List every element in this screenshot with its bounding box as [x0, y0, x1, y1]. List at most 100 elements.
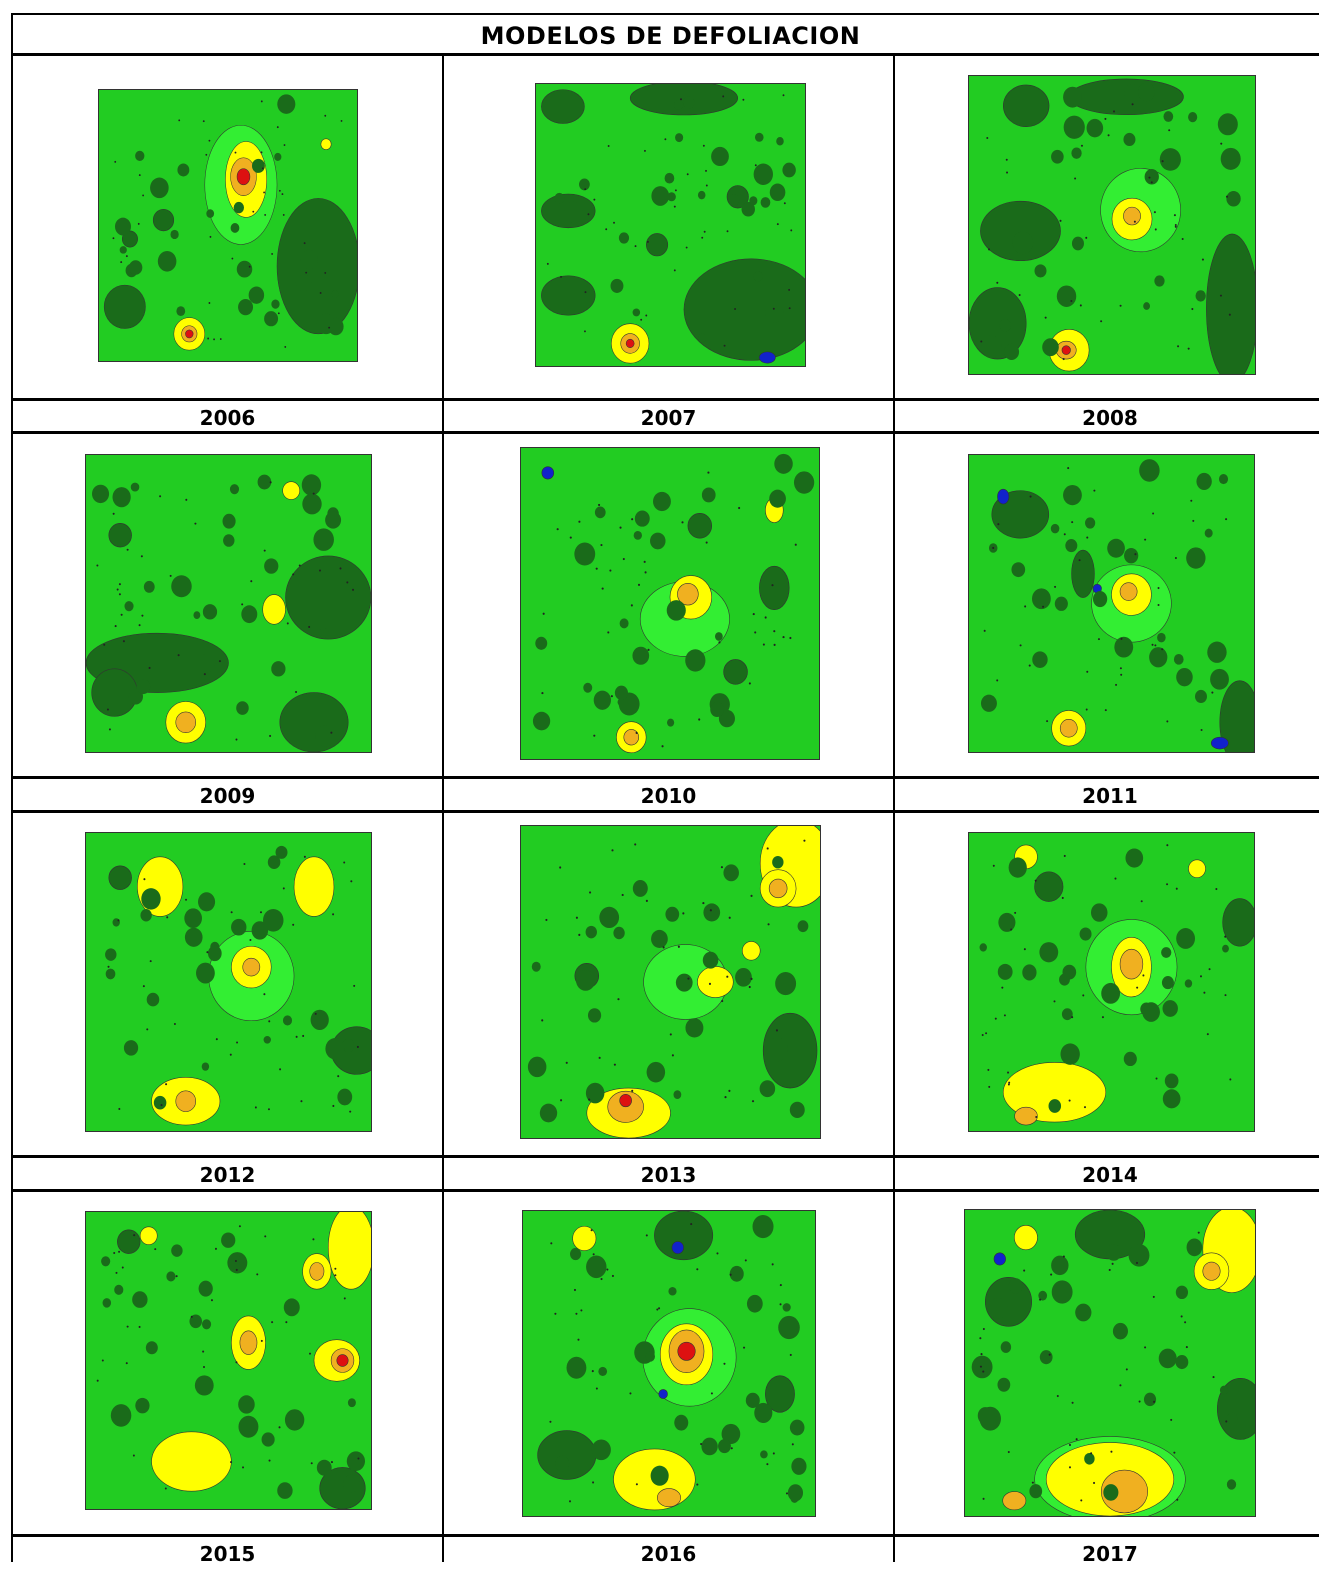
sample-dot	[120, 613, 123, 616]
tree-point	[102, 1298, 112, 1308]
tree-point	[1124, 547, 1139, 564]
sample-dot	[284, 345, 287, 348]
sample-dot	[1138, 1400, 1141, 1403]
contour-zone	[1071, 549, 1095, 598]
sample-dot	[116, 588, 119, 591]
sample-dot	[276, 126, 279, 129]
tree-point	[1176, 667, 1193, 687]
sample-dot	[1170, 1418, 1173, 1421]
sample-dot	[334, 1274, 337, 1277]
contour-zone	[646, 233, 669, 257]
tree-point	[157, 250, 177, 272]
tree-point	[267, 855, 281, 870]
tree-point	[789, 1101, 805, 1119]
contour-zone	[1210, 736, 1229, 750]
sample-dot	[230, 1461, 233, 1464]
sample-dot	[1224, 935, 1227, 938]
sample-dot	[549, 1420, 552, 1423]
tree-point	[146, 992, 160, 1007]
sample-dot	[118, 583, 121, 586]
tree-point	[198, 892, 216, 912]
sample-dot	[1154, 644, 1157, 647]
sample-dot	[346, 581, 349, 584]
sample-dot	[318, 569, 321, 572]
sample-dot	[1086, 536, 1089, 539]
tree-point	[1219, 1385, 1229, 1395]
year-label: 2010	[640, 784, 697, 808]
sample-dot	[590, 1229, 593, 1232]
sample-dot	[146, 1028, 149, 1031]
sample-dot	[981, 1034, 984, 1037]
sample-dot	[601, 587, 604, 590]
sample-dot	[1201, 258, 1204, 261]
tree-point	[772, 855, 784, 869]
sample-dot	[295, 1035, 298, 1038]
sample-dot	[120, 261, 123, 264]
contour-zone	[619, 1094, 632, 1108]
sample-dot	[1071, 1401, 1074, 1404]
sample-dot	[716, 1252, 719, 1255]
sample-dot	[308, 625, 311, 629]
contour-zone	[1119, 582, 1138, 601]
sample-dot	[658, 1307, 661, 1310]
sample-dot	[664, 138, 667, 141]
sample-dot	[696, 1483, 699, 1486]
sample-dot	[1152, 512, 1155, 515]
tree-point	[1195, 290, 1206, 302]
tree-point	[710, 702, 724, 718]
sample-dot	[281, 193, 284, 196]
tree-point	[176, 306, 186, 317]
sample-dot	[112, 237, 115, 240]
sample-dot	[595, 1387, 598, 1390]
tree-point	[141, 888, 161, 910]
tree-point	[222, 513, 236, 529]
tree-point	[1195, 689, 1207, 703]
tree-point	[262, 908, 284, 932]
sample-dot	[575, 916, 578, 919]
tree-point	[787, 1484, 804, 1502]
sample-dot	[771, 1263, 774, 1266]
tree-point	[1164, 1073, 1179, 1089]
sample-dot	[125, 255, 128, 258]
contour-map-icon	[979, 844, 1254, 1126]
tree-point	[673, 99, 684, 110]
tree-point	[632, 646, 650, 665]
contour-zone	[572, 1225, 597, 1251]
tree-point	[634, 510, 650, 527]
year-label: 2015	[199, 1542, 256, 1566]
tree-point	[300, 249, 318, 270]
contour-zone	[741, 941, 761, 961]
sample-dot	[550, 1242, 553, 1245]
contour-zone	[1002, 1491, 1027, 1511]
contour-zone	[242, 957, 261, 977]
contour-zone	[1217, 1378, 1255, 1440]
sample-dot	[106, 708, 109, 711]
sample-dot	[324, 114, 327, 117]
tree-point	[283, 1298, 300, 1317]
sample-dot	[721, 999, 724, 1003]
sample-dot	[773, 630, 776, 633]
sample-dot	[256, 1273, 259, 1276]
tree-point	[759, 1080, 776, 1098]
sample-dot	[1125, 1368, 1128, 1371]
sample-dot	[1101, 1016, 1104, 1019]
sample-dot	[349, 1110, 352, 1113]
tree-point	[782, 1303, 791, 1312]
sample-dot	[729, 1273, 732, 1276]
sample-dot	[742, 98, 745, 101]
tree-point	[1008, 857, 1027, 878]
sample-dot	[236, 1041, 239, 1044]
tree-point	[1226, 1412, 1238, 1425]
sample-dot	[118, 593, 121, 596]
contour-zone	[723, 659, 748, 685]
sample-dot	[751, 1100, 755, 1103]
sample-dot	[1211, 691, 1214, 694]
sample-dot	[1034, 879, 1037, 882]
tree-point	[189, 1314, 202, 1329]
sample-dot	[1199, 975, 1202, 978]
tree-point	[1048, 1099, 1062, 1113]
contour-zone	[1219, 680, 1254, 752]
sample-dot	[1080, 1499, 1083, 1502]
tree-point	[789, 1419, 805, 1436]
sample-dot	[103, 643, 106, 646]
